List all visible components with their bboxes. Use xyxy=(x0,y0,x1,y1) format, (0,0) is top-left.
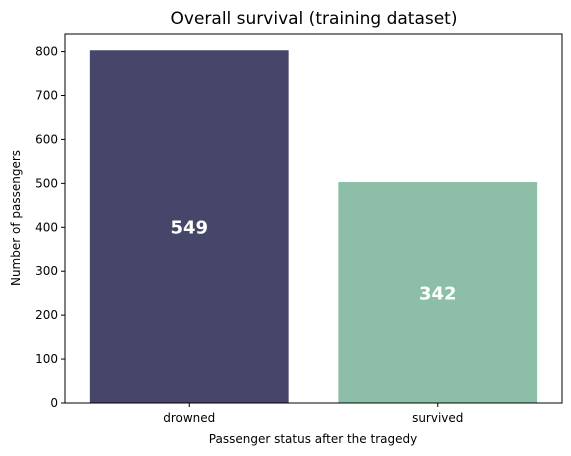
plot-frame xyxy=(64,33,563,404)
y-tick-label-400: 400 xyxy=(35,220,58,234)
x-tick-label-survived: survived xyxy=(412,411,463,425)
bar-value-label-survived: 342 xyxy=(419,284,457,305)
y-tick-label-600: 600 xyxy=(35,132,58,146)
bar-value-label-drowned: 549 xyxy=(170,218,208,239)
y-tick-label-200: 200 xyxy=(35,308,58,322)
chart-title: Overall survival (training dataset) xyxy=(171,9,458,29)
y-tick-label-700: 700 xyxy=(35,89,58,103)
y-tick-label-300: 300 xyxy=(35,264,58,278)
y-tick-label-0: 0 xyxy=(50,396,58,410)
y-tick-label-100: 100 xyxy=(35,352,58,366)
x-axis-label: Passenger status after the tragedy xyxy=(209,432,417,446)
bar-survived xyxy=(338,182,538,403)
y-tick-label-800: 800 xyxy=(35,45,58,59)
bar-drowned xyxy=(89,50,289,403)
plot-area: 549 drowned 342 survived 0 100 200 300 400 500 600… xyxy=(35,45,538,425)
x-tick-label-drowned: drowned xyxy=(163,411,215,425)
y-tick-label-500: 500 xyxy=(35,176,58,190)
y-axis-label: Number of passengers xyxy=(9,150,23,286)
